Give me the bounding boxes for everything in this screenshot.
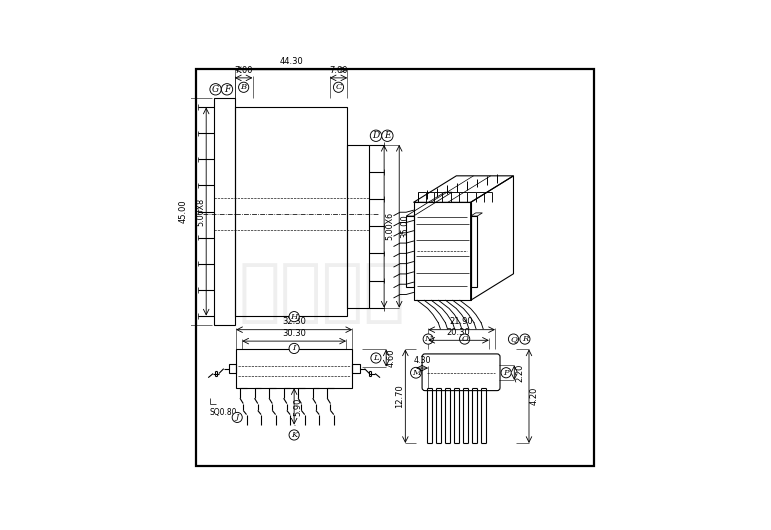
Text: I: I (292, 344, 296, 352)
Text: M: M (412, 369, 420, 377)
Text: 4.30: 4.30 (413, 356, 431, 365)
Text: 7.00: 7.00 (234, 66, 253, 75)
Text: 20.30: 20.30 (446, 329, 470, 338)
Bar (352, 364, 359, 373)
Bar (229, 364, 236, 373)
Text: D: D (372, 131, 379, 140)
Text: Q: Q (510, 335, 517, 343)
Text: 45.00: 45.00 (178, 200, 187, 223)
Text: L: L (373, 354, 379, 362)
Bar (406, 216, 413, 287)
Text: R: R (522, 335, 528, 343)
Text: 21.90: 21.90 (449, 317, 473, 326)
FancyBboxPatch shape (422, 354, 500, 391)
Text: K: K (291, 431, 298, 439)
Text: P: P (503, 369, 509, 377)
Text: E: E (384, 131, 391, 140)
Bar (348, 145, 369, 308)
Text: 4.20: 4.20 (530, 387, 539, 405)
Text: 7.00: 7.00 (329, 66, 348, 75)
Bar (413, 202, 470, 301)
Text: A: A (0, 529, 1, 530)
Text: 5.00X6: 5.00X6 (385, 212, 394, 240)
Text: 2.20: 2.20 (515, 364, 524, 382)
Text: 12.70: 12.70 (396, 384, 405, 408)
Text: H: H (291, 313, 298, 321)
Text: F: F (224, 85, 230, 94)
Text: 44.30: 44.30 (279, 57, 303, 66)
Text: J: J (236, 413, 239, 421)
Bar (236, 349, 352, 388)
Text: 博硕电子: 博硕电子 (238, 259, 406, 325)
Bar (234, 108, 348, 316)
Text: N: N (425, 335, 432, 343)
Text: 5.00X8: 5.00X8 (197, 198, 205, 226)
Text: 5.90: 5.90 (294, 397, 303, 416)
Bar (470, 216, 477, 287)
Bar (214, 98, 234, 325)
Text: G: G (212, 85, 219, 94)
Text: C: C (335, 83, 342, 91)
Text: 32.30: 32.30 (282, 317, 306, 326)
Text: 4.60: 4.60 (386, 349, 396, 367)
Text: 35.00: 35.00 (400, 214, 409, 238)
Text: 30.30: 30.30 (282, 329, 306, 338)
Text: O: O (461, 335, 468, 343)
Text: B: B (241, 83, 247, 91)
Text: SQ0.80: SQ0.80 (210, 409, 237, 418)
